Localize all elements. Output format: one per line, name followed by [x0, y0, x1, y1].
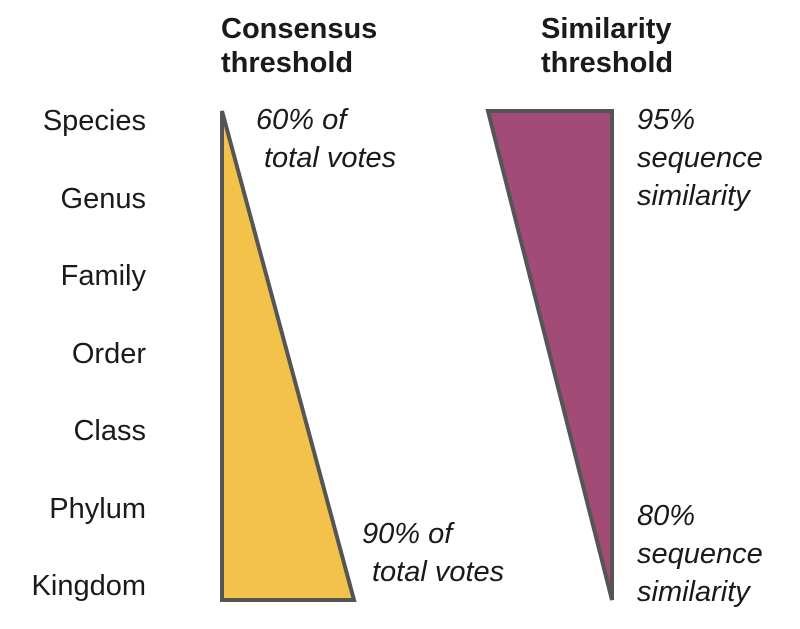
rank-label-order: Order — [71, 338, 146, 370]
similarity-bottom-note-line-3: similarity — [637, 576, 750, 608]
consensus-title-line-2: threshold — [221, 47, 354, 79]
rank-label-phylum: Phylum — [49, 493, 146, 525]
consensus-top-note-line-2: total votes — [264, 142, 397, 174]
rank-label-species: Species — [42, 105, 146, 137]
similarity-top-note: 95% sequence similarity — [637, 101, 763, 215]
similarity-bottom-note: 80% sequence similarity — [637, 497, 763, 611]
similarity-title-line-1: Similarity — [541, 13, 672, 45]
consensus-threshold-title: Consensus threshold — [221, 12, 377, 80]
similarity-top-note-line-3: similarity — [637, 180, 750, 212]
consensus-triangle — [220, 110, 357, 602]
rank-label-family: Family — [60, 260, 146, 292]
rank-label-kingdom: Kingdom — [31, 570, 146, 602]
consensus-bottom-note-line-1: 90% of — [362, 518, 453, 550]
similarity-triangle — [485, 109, 614, 601]
similarity-title-line-2: threshold — [541, 47, 674, 79]
similarity-bottom-note-line-1: 80% — [637, 500, 696, 532]
rank-label-class: Class — [73, 415, 146, 447]
consensus-top-note: 60% of total votes — [256, 101, 396, 177]
similarity-top-note-line-2: sequence — [637, 142, 763, 174]
rank-label-genus: Genus — [60, 183, 146, 215]
similarity-bottom-note-line-2: sequence — [637, 538, 763, 570]
similarity-top-note-line-1: 95% — [637, 104, 696, 136]
consensus-title-line-1: Consensus — [221, 13, 378, 45]
consensus-top-note-line-1: 60% of — [256, 104, 347, 136]
consensus-bottom-note-line-2: total votes — [372, 556, 505, 588]
consensus-bottom-note: 90% of total votes — [362, 515, 504, 591]
similarity-threshold-title: Similarity threshold — [541, 12, 673, 80]
